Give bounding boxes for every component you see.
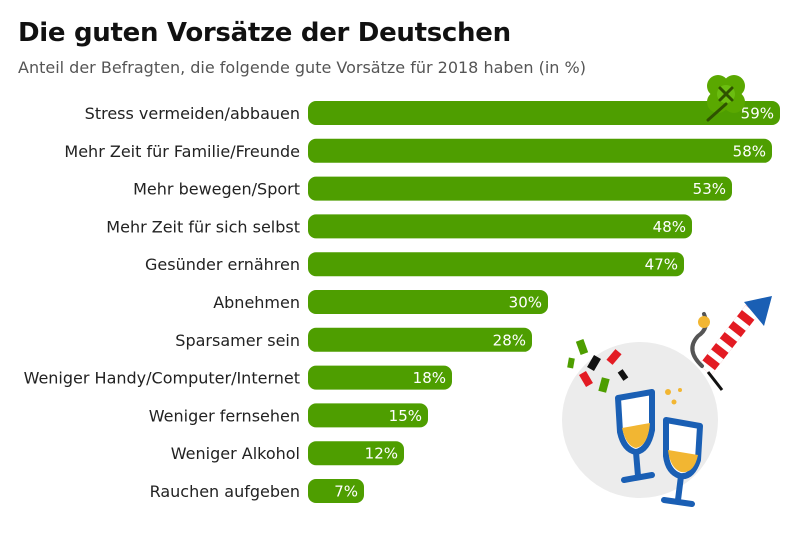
value-label-2: 53%	[693, 180, 726, 198]
category-label-6: Sparsamer sein	[175, 331, 300, 350]
confetti-icon	[567, 339, 629, 393]
chart-subtitle: Anteil der Befragten, die folgende gute …	[18, 58, 586, 77]
bar-4	[308, 252, 684, 277]
bar-10	[308, 479, 364, 503]
value-label-3: 48%	[653, 218, 686, 236]
bar-5	[308, 290, 548, 314]
category-label-0: Stress vermeiden/abbauen	[85, 104, 300, 123]
category-label-10: Rauchen aufgeben	[150, 482, 300, 501]
category-label-7: Weniger Handy/Computer/Internet	[24, 369, 300, 388]
category-label-3: Mehr Zeit für sich selbst	[106, 217, 300, 236]
category-label-2: Mehr bewegen/Sport	[133, 180, 300, 199]
value-label-4: 47%	[645, 256, 678, 274]
bar-7	[308, 365, 452, 390]
value-label-8: 15%	[389, 407, 422, 425]
value-label-7: 18%	[413, 369, 446, 387]
value-label-1: 58%	[733, 142, 766, 160]
bar-3	[308, 214, 692, 239]
bar-9	[308, 441, 404, 466]
category-label-1: Mehr Zeit für Familie/Freunde	[64, 142, 300, 161]
value-label-5: 30%	[509, 294, 542, 312]
bar-6	[308, 327, 532, 352]
value-label-10: 7%	[334, 483, 358, 501]
category-label-5: Abnehmen	[213, 293, 300, 312]
champagne-glasses-icon	[615, 388, 703, 507]
category-label-9: Weniger Alkohol	[171, 444, 300, 463]
bar-2	[308, 176, 732, 201]
value-label-6: 28%	[493, 331, 526, 349]
value-label-0: 59%	[741, 105, 774, 123]
category-label-4: Gesünder ernähren	[145, 255, 300, 274]
value-label-9: 12%	[365, 445, 398, 463]
chart-title: Die guten Vorsätze der Deutschen	[18, 18, 511, 48]
category-label-8: Weniger fernsehen	[149, 406, 300, 425]
celebration-illustration	[562, 296, 772, 507]
bar-1	[308, 138, 772, 163]
bar-0	[308, 101, 780, 125]
bar-8	[308, 403, 428, 428]
clover-icon	[706, 75, 745, 122]
bars-group: Stress vermeiden/abbauen 59% Mehr Zeit für…	[24, 101, 780, 503]
rocket-firework-icon	[690, 296, 772, 391]
